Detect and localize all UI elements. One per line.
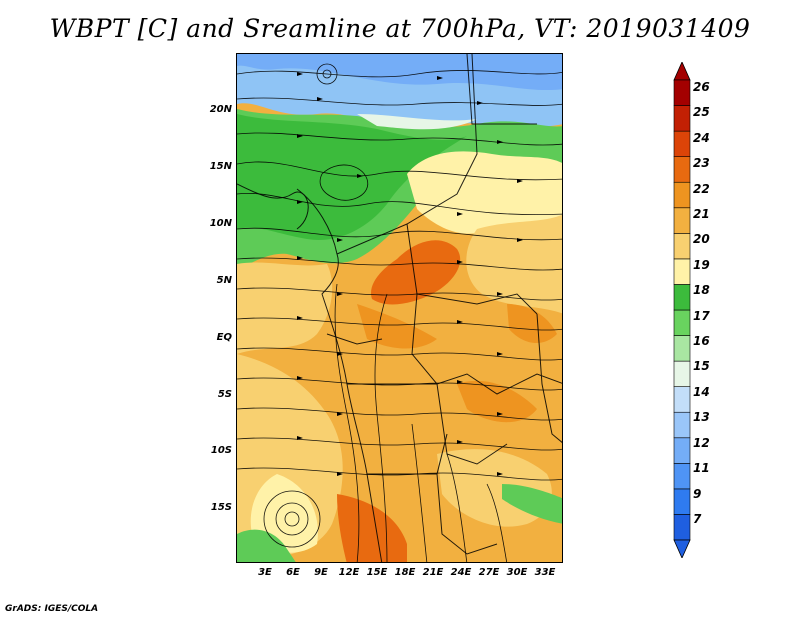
lat-label: 5S [217,389,232,400]
region-lakes-orange [507,304,557,344]
colorbar-label: 20 [693,232,710,246]
lon-label: 27E [478,567,500,578]
lat-label: 15N [209,161,232,172]
region-sw-green [237,529,296,562]
colorbar-label: 7 [693,512,702,526]
colorbar-swatch [673,360,691,387]
colorbar-swatch [673,437,691,464]
colorbar-label: 15 [693,359,710,373]
region-hot-core [371,240,461,305]
region-pale-yellow [407,151,562,234]
colorbar [673,62,691,558]
lat-label: 10S [210,445,232,456]
map-svg [237,54,562,562]
region-se-green [502,484,562,524]
colorbar-label: 11 [693,461,710,475]
colorbar-label: 12 [693,436,710,450]
colorbar-swatch [673,514,691,541]
colorbar-label: 16 [693,334,710,348]
lat-label: 5N [216,275,232,286]
colorbar-label: 13 [693,410,710,424]
lon-label: 21E [422,567,444,578]
colorbar-label: 19 [693,258,710,272]
colorbar-swatch [673,335,691,362]
chart-title: WBPT [C] and Sreamline at 700hPa, VT: 20… [49,14,751,43]
colorbar-label: 9 [693,487,702,501]
lon-label: 9E [314,567,328,578]
colorbar-swatch [673,233,691,260]
lon-label: 12E [338,567,360,578]
region-south-hot [337,494,407,562]
colorbar-swatch [673,258,691,285]
lon-label: 24E [450,567,472,578]
colorbar-swatch [673,79,691,106]
lat-label: EQ [216,332,232,343]
lat-label: 15S [210,502,232,513]
colorbar-label: 21 [693,207,710,221]
colorbar-label: 17 [693,309,710,323]
map-panel [236,53,563,563]
colorbar-top-arrow [673,62,691,81]
colorbar-label: 23 [693,156,710,170]
colorbar-swatch [673,411,691,439]
footer-credit: GrADS: IGES/COLA [5,604,99,614]
region-light-orange-west [237,262,333,354]
colorbar-label: 18 [693,283,710,297]
streamlines [237,63,562,562]
lon-label: 30E [506,567,528,578]
colorbar-swatch [673,309,691,336]
region-green-core [237,114,467,240]
lon-label: 15E [366,567,388,578]
colorbar-label: 25 [693,105,710,119]
colorbar-label: 14 [693,385,710,399]
lon-label: 33E [534,567,556,578]
region-pale-patch [357,114,477,130]
colorbar-swatch [673,386,691,413]
colorbar-swatch [673,284,691,311]
lon-label: 6E [286,567,300,578]
colorbar-swatch [673,130,691,157]
region-east-orange [457,380,537,423]
lat-label: 10N [209,218,232,229]
colorbar-swatch [673,105,691,132]
colorbar-swatch [673,488,691,515]
colorbar-swatch [673,207,691,234]
lon-label: 18E [394,567,416,578]
colorbar-swatch [673,463,691,490]
lat-label: 20N [209,104,232,115]
colorbar-bottom-arrow [673,539,691,558]
colorbar-swatch [673,181,691,209]
colorbar-label: 26 [693,80,710,94]
colorbar-swatch [673,156,691,183]
colorbar-label: 22 [693,182,710,196]
lon-label: 3E [258,567,272,578]
streamline-arrows [297,72,523,476]
region-north-cold [237,54,562,91]
colorbar-label: 24 [693,131,710,145]
